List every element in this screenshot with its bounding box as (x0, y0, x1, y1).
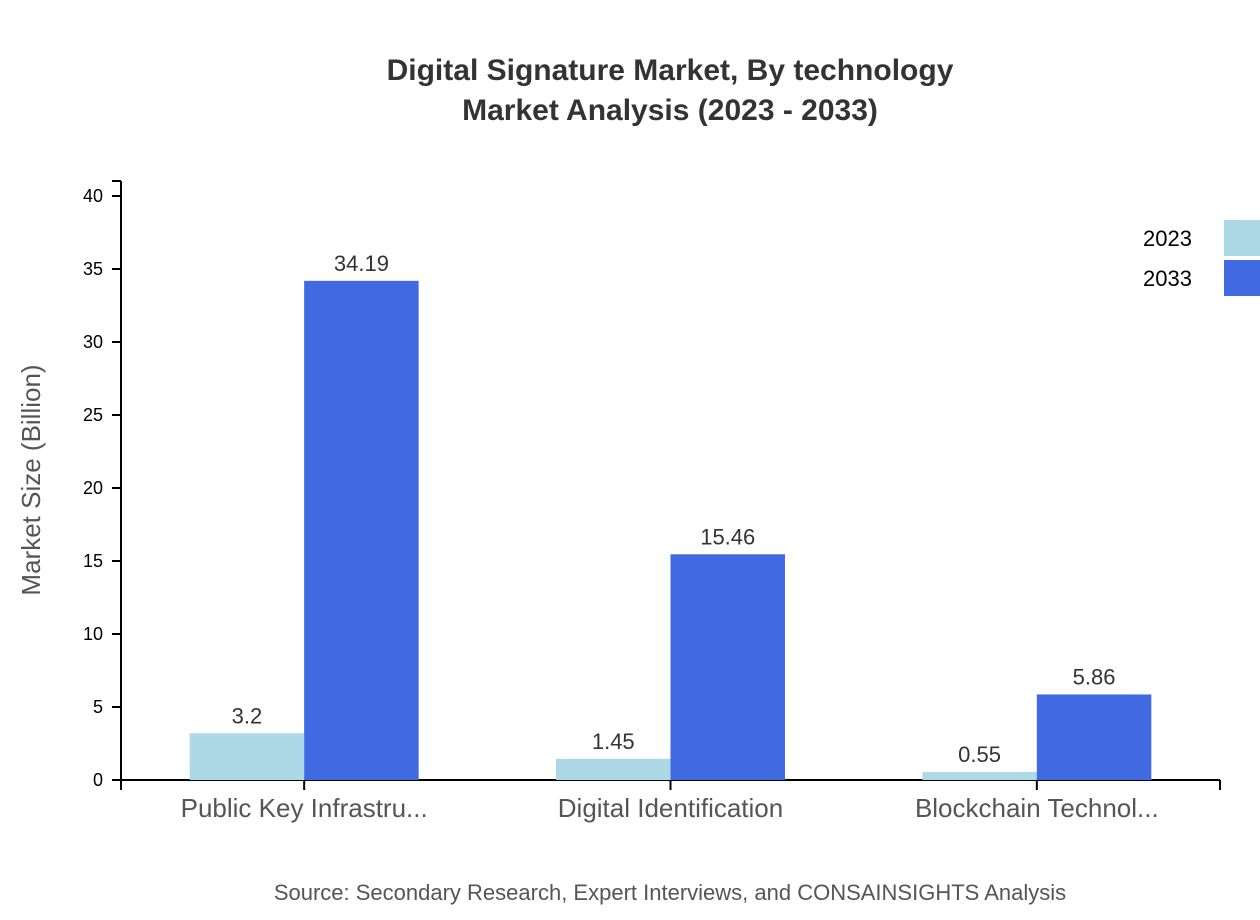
bar-2033 (670, 554, 785, 780)
legend-swatch-2033 (1224, 260, 1260, 296)
y-tick-label: 25 (83, 405, 103, 425)
y-tick-label: 10 (83, 624, 103, 644)
y-tick-label: 15 (83, 551, 103, 571)
y-tick-label: 0 (93, 770, 103, 790)
x-axis: Public Key Infrastru... Digital Identific… (120, 779, 1221, 823)
x-tick-label: Blockchain Technol... (915, 793, 1159, 823)
data-label: 0.55 (958, 742, 1001, 767)
bar-2033 (1036, 694, 1152, 780)
legend-label: 2023 (1143, 226, 1192, 251)
y-tick-label: 20 (83, 478, 103, 498)
chart-title-line-1: Digital Signature Market, By technology (387, 54, 954, 87)
data-label: 5.86 (1073, 664, 1116, 689)
y-axis-label: Market Size (Billion) (16, 364, 46, 595)
bar-2023 (556, 758, 671, 780)
legend: 2023 2033 (1143, 220, 1260, 296)
y-tick-label: 5 (93, 697, 103, 717)
y-tick-label: 35 (83, 259, 103, 279)
chart-title-line-2: Market Analysis (2023 - 2033) (462, 94, 878, 127)
data-label: 1.45 (592, 729, 635, 754)
source-note: Source: Secondary Research, Expert Inter… (274, 880, 1066, 905)
bars: 3.2 34.19 1.45 15.46 0.55 5.86 (189, 251, 1152, 780)
data-label: 3.2 (232, 703, 263, 728)
x-tick-label: Public Key Infrastru... (181, 793, 428, 823)
y-tick-label: 40 (83, 186, 103, 206)
legend-label: 2033 (1143, 266, 1192, 291)
legend-swatch-2023 (1224, 220, 1260, 256)
bar-2023 (189, 733, 305, 780)
y-axis: 0 5 10 15 20 25 30 35 40 (83, 180, 122, 790)
x-tick-label: Digital Identification (558, 793, 783, 823)
bar-2033 (304, 280, 419, 780)
data-label: 15.46 (700, 524, 755, 549)
data-label: 34.19 (334, 251, 389, 276)
bar-2023 (922, 771, 1037, 780)
y-tick-label: 30 (83, 332, 103, 352)
